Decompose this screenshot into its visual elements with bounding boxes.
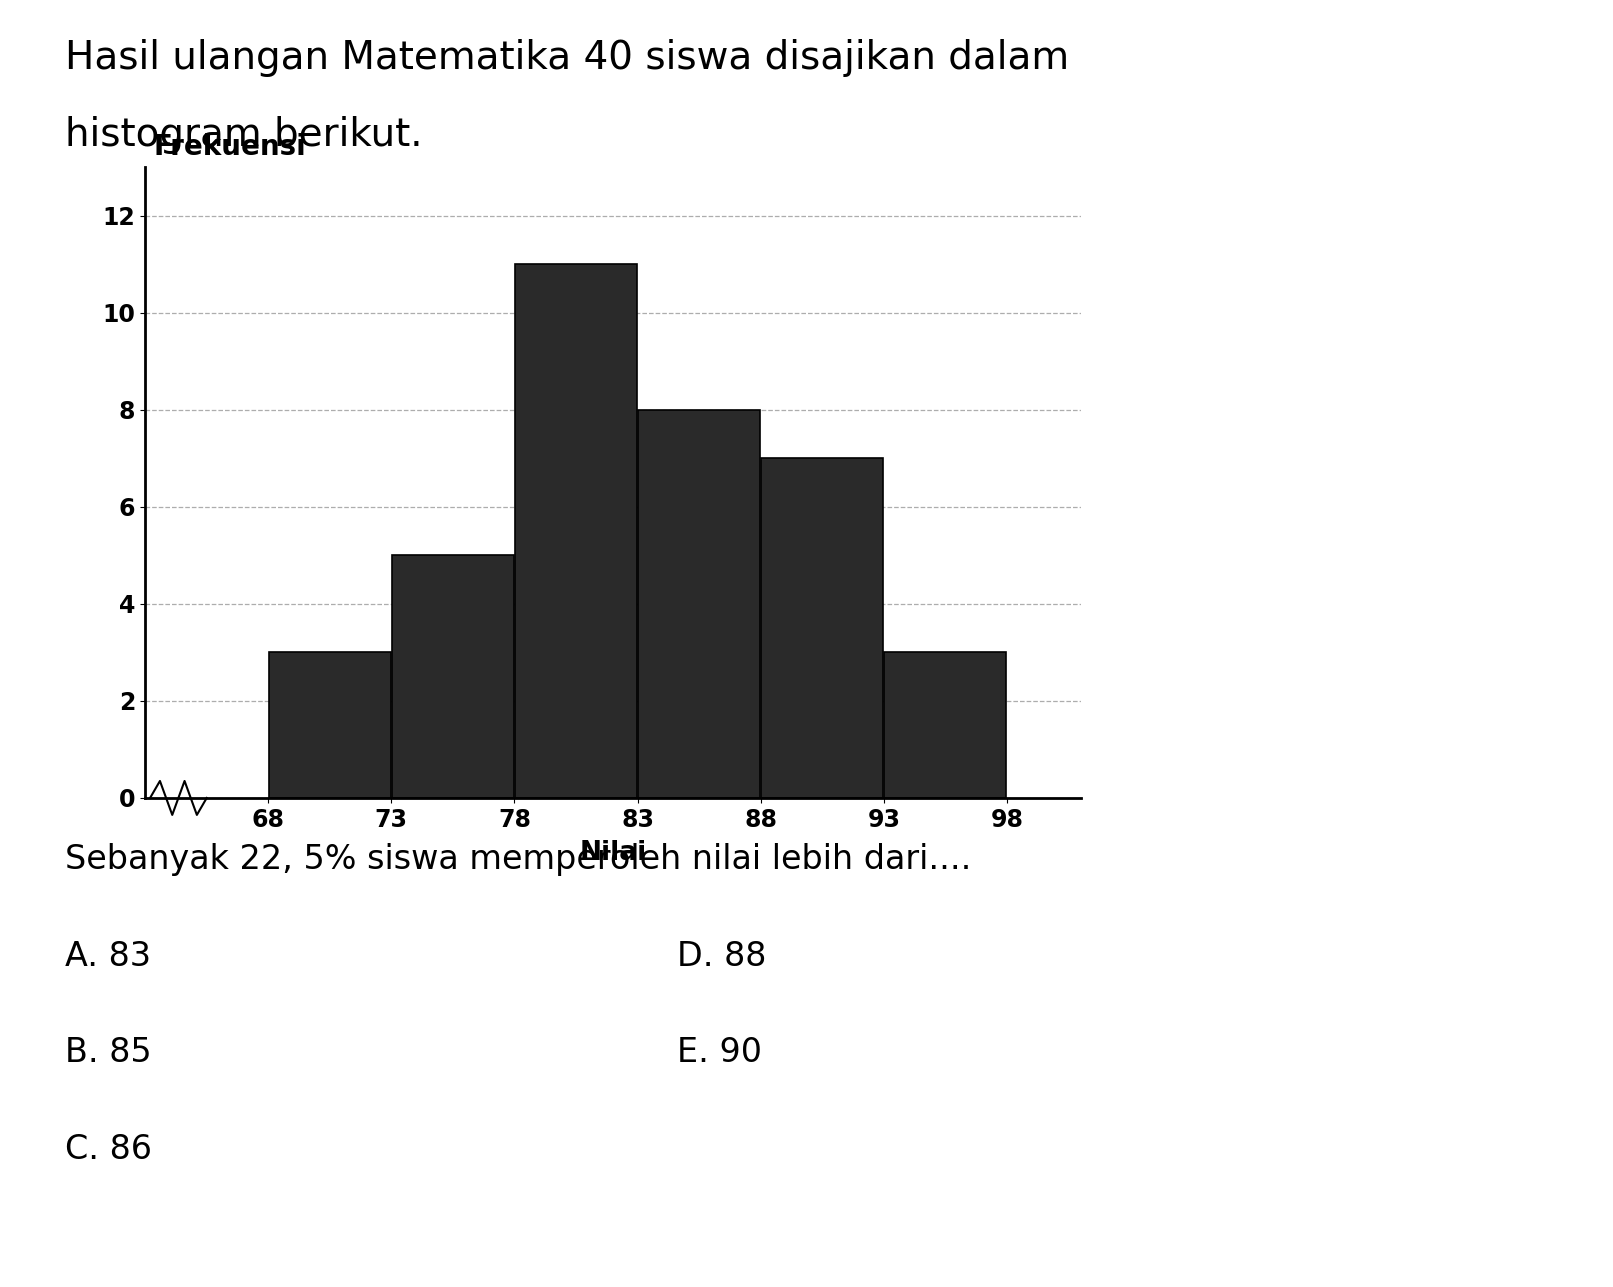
Text: Frekuensi: Frekuensi: [153, 133, 306, 161]
Text: Sebanyak 22, 5% siswa memperoleh nilai lebih dari....: Sebanyak 22, 5% siswa memperoleh nilai l…: [65, 843, 971, 876]
Bar: [639, 409, 760, 798]
Bar: [884, 653, 1007, 798]
Text: Hasil ulangan Matematika 40 siswa disajikan dalam: Hasil ulangan Matematika 40 siswa disaji…: [65, 39, 1069, 77]
Bar: [515, 264, 637, 798]
Bar: [269, 653, 390, 798]
Text: B. 85: B. 85: [65, 1036, 152, 1069]
Text: D. 88: D. 88: [677, 940, 766, 973]
Text: E. 90: E. 90: [677, 1036, 763, 1069]
Text: histogram berikut.: histogram berikut.: [65, 116, 423, 154]
X-axis label: Nilai: Nilai: [579, 840, 647, 866]
Text: C. 86: C. 86: [65, 1133, 152, 1166]
Bar: [761, 458, 884, 798]
Text: A. 83: A. 83: [65, 940, 150, 973]
Bar: [392, 556, 515, 798]
